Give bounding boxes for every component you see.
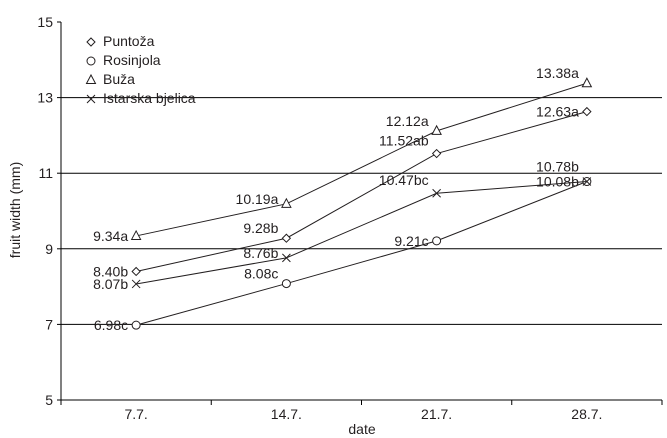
- legend-label: Istarska bjelica: [103, 90, 196, 106]
- data-point-diamond: [582, 106, 592, 117]
- y-tick-label: 5: [45, 392, 53, 408]
- x-tick-label: 7.7.: [124, 406, 147, 422]
- data-label: 11.52ab: [379, 133, 429, 149]
- data-label: 6.98c: [94, 317, 128, 333]
- series-3: 9.34a 10.19a 12.12a 13.38a: [93, 65, 593, 244]
- y-axis-title: fruit width (mm): [7, 162, 23, 258]
- legend-marker-cross: [86, 94, 96, 104]
- legend: Puntoža Rosinjola Buža Istarska bjelica: [85, 33, 196, 106]
- data-label: 12.63a: [536, 104, 579, 120]
- x-tick-labels: 7.7. 14.7. 21.7. 28.7.: [124, 406, 602, 422]
- x-tick-label: 28.7.: [571, 406, 602, 422]
- data-label: 9.21c: [394, 233, 428, 249]
- y-tick-label: 13: [37, 90, 53, 106]
- axes: [57, 21, 663, 405]
- series-line: [135, 181, 588, 326]
- legend-label: Puntoža: [103, 33, 155, 49]
- data-point-triangle: [281, 197, 292, 208]
- y-tick-label: 15: [37, 14, 53, 30]
- y-tick-label: 9: [45, 241, 53, 257]
- data-label: 9.34a: [93, 228, 128, 244]
- data-label: 8.76b: [243, 245, 278, 261]
- data-point-diamond: [431, 148, 442, 159]
- legend-marker-triangle: [85, 73, 97, 84]
- data-label: 10.19a: [236, 191, 279, 207]
- x-tick-label: 21.7.: [421, 406, 452, 422]
- series-1: 8.40b 9.28b 11.52ab 12.63a: [93, 104, 592, 279]
- series-line: [136, 82, 588, 237]
- x-tick-label: 14.7.: [271, 406, 302, 422]
- legend-label: Rosinjola: [103, 52, 161, 68]
- data-point-circle: [131, 320, 141, 330]
- data-label: 10.78b: [536, 159, 579, 175]
- grid-lines: [61, 97, 662, 325]
- x-axis-title: date: [348, 421, 375, 437]
- data-label: 8.07b: [93, 276, 128, 292]
- data-point-triangle: [581, 77, 593, 88]
- series-4: 8.07b 8.76b 10.47bc 10.08b: [93, 172, 592, 292]
- data-point-cross: [131, 279, 141, 289]
- data-point-circle: [432, 236, 442, 246]
- data-label: 8.08c: [244, 266, 278, 282]
- series-line: [136, 111, 588, 272]
- data-point-cross: [432, 188, 441, 198]
- data-point-diamond: [281, 233, 292, 243]
- series-group: 8.40b 9.28b 11.52ab 12.63a 6.98c 8.08c 9.21c 10…: [93, 65, 593, 333]
- data-label: 12.12a: [386, 113, 429, 129]
- series-2: 6.98c 8.08c 9.21c 10.78b: [94, 159, 592, 333]
- y-tick-label: 11: [38, 165, 53, 181]
- data-label: 8.40b: [93, 263, 128, 279]
- data-point-diamond: [131, 266, 141, 277]
- data-label: 9.28b: [243, 220, 278, 236]
- data-point-triangle: [431, 124, 442, 135]
- data-point-triangle: [130, 229, 142, 240]
- data-point-cross: [282, 253, 291, 263]
- data-label: 10.47bc: [379, 172, 429, 188]
- data-point-cross: [582, 177, 592, 186]
- data-point-circle: [281, 279, 291, 289]
- legend-marker-circle: [86, 56, 96, 66]
- series-line: [136, 181, 587, 285]
- legend-marker-diamond: [86, 37, 96, 47]
- data-label: 10.08b: [536, 174, 579, 190]
- data-label: 13.38a: [536, 65, 579, 81]
- legend-label: Buža: [103, 71, 135, 87]
- y-tick-label: 7: [45, 316, 53, 332]
- y-tick-labels: 5 7 9 11 13 15: [37, 14, 53, 408]
